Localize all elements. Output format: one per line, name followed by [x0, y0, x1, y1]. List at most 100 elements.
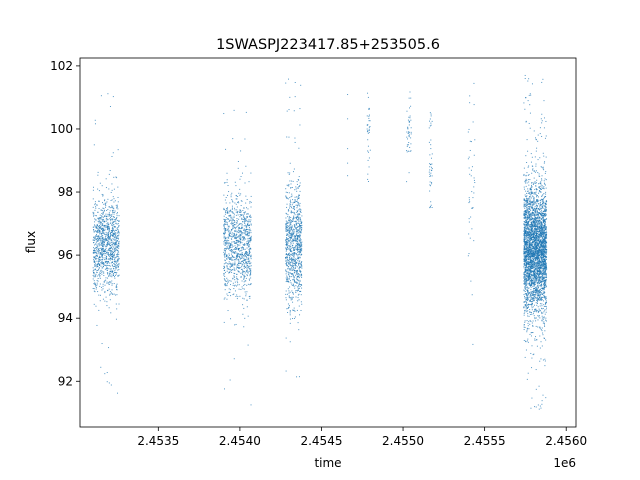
data-point: [531, 227, 533, 229]
data-point: [532, 273, 534, 275]
data-point: [543, 222, 545, 224]
data-point: [296, 199, 298, 201]
data-point: [530, 264, 532, 266]
data-point: [248, 181, 250, 183]
data-point: [227, 280, 229, 282]
data-point: [292, 269, 294, 271]
data-point: [541, 120, 543, 122]
data-point: [531, 205, 533, 207]
data-point: [242, 227, 244, 229]
data-point: [93, 273, 95, 275]
data-point: [471, 166, 473, 168]
data-point: [296, 207, 298, 209]
data-point: [106, 305, 108, 307]
data-point: [524, 297, 526, 299]
data-point: [98, 294, 100, 296]
data-point: [105, 238, 107, 239]
data-point: [228, 215, 230, 217]
data-point: [539, 242, 541, 244]
data-point: [300, 275, 302, 277]
data-point: [538, 228, 540, 230]
data-point: [101, 261, 103, 263]
data-point: [225, 148, 227, 150]
data-point: [106, 224, 108, 226]
data-point: [97, 174, 99, 176]
data-point: [297, 218, 299, 220]
data-point: [250, 283, 252, 285]
data-point: [535, 282, 537, 284]
data-point: [226, 230, 228, 232]
data-point: [290, 267, 292, 269]
data-point: [112, 252, 114, 254]
data-point: [285, 217, 287, 219]
data-point: [233, 288, 235, 290]
data-point: [289, 231, 291, 233]
data-point: [473, 179, 475, 181]
data-point: [537, 228, 539, 230]
data-point: [107, 273, 109, 275]
data-point: [406, 131, 408, 133]
data-point: [250, 201, 252, 203]
data-point: [248, 224, 250, 226]
data-point: [223, 298, 225, 300]
data-point: [368, 108, 370, 110]
data-point: [526, 331, 528, 333]
data-point: [105, 247, 107, 249]
data-point: [528, 207, 530, 209]
data-point: [290, 227, 292, 229]
data-point: [110, 252, 112, 254]
data-point: [229, 245, 231, 247]
data-point: [240, 214, 242, 216]
data-point: [114, 265, 116, 267]
data-point: [96, 227, 98, 229]
data-point: [523, 290, 525, 292]
data-point: [301, 254, 303, 256]
data-point: [232, 262, 234, 264]
data-point: [241, 252, 243, 254]
data-point: [473, 154, 475, 156]
data-point: [472, 207, 474, 209]
data-point: [99, 285, 101, 287]
data-point: [104, 224, 106, 226]
data-point: [535, 288, 537, 290]
data-point: [291, 290, 293, 292]
data-point: [234, 262, 236, 264]
data-point: [223, 207, 225, 209]
data-point: [544, 219, 546, 221]
data-point: [527, 212, 529, 214]
data-point: [546, 218, 548, 220]
data-point: [524, 180, 526, 182]
data-point: [105, 265, 107, 267]
data-point: [545, 252, 547, 254]
data-point: [236, 266, 238, 268]
data-point: [533, 296, 535, 298]
data-point: [238, 267, 240, 269]
data-point: [467, 158, 469, 160]
data-point: [295, 204, 297, 206]
data-point: [292, 266, 294, 268]
data-point: [101, 234, 103, 236]
data-point: [235, 257, 237, 259]
data-point: [104, 373, 106, 375]
data-point: [300, 271, 302, 273]
data-point: [240, 234, 242, 236]
data-point: [112, 234, 114, 236]
data-point: [233, 221, 235, 223]
data-point: [236, 222, 238, 224]
data-point: [104, 250, 106, 252]
data-point: [537, 220, 539, 222]
data-point: [118, 269, 120, 271]
data-point: [542, 359, 544, 361]
data-point: [113, 263, 115, 265]
data-point: [285, 273, 287, 275]
data-point: [115, 268, 117, 270]
data-point: [108, 307, 110, 309]
data-point: [286, 230, 288, 232]
data-point: [241, 232, 243, 234]
data-point: [536, 299, 537, 301]
data-point: [97, 247, 99, 249]
data-point: [543, 187, 545, 189]
data-point: [230, 223, 232, 225]
data-point: [301, 267, 303, 269]
data-point: [248, 260, 250, 262]
